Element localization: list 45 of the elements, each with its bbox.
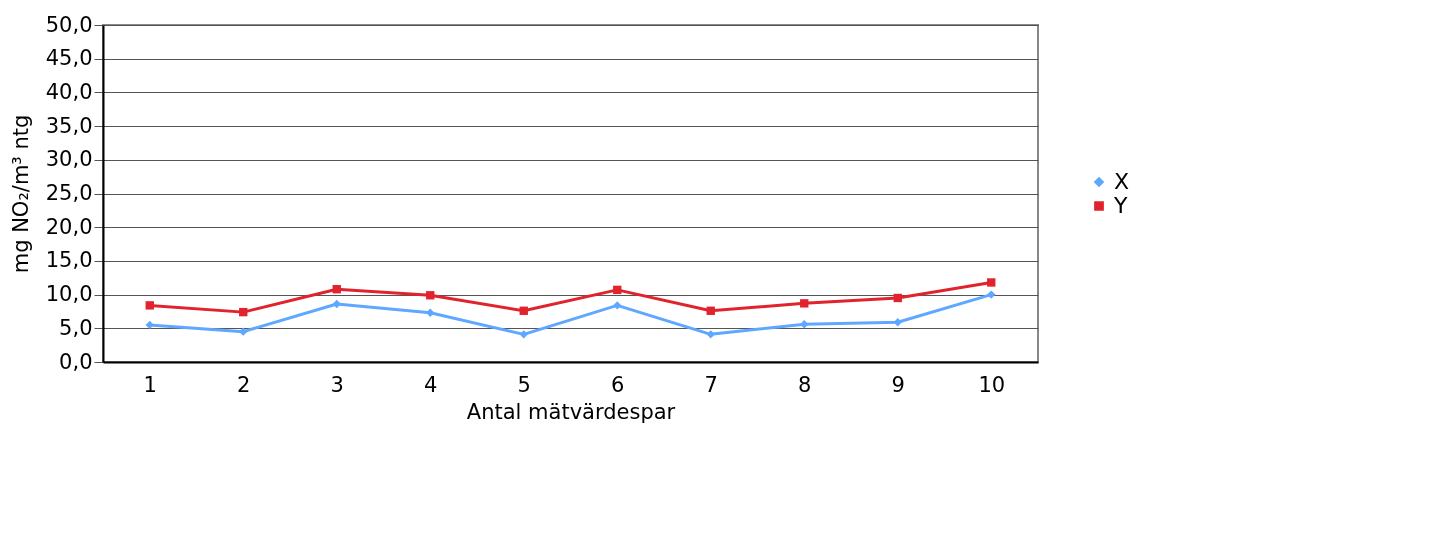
point [332,285,341,294]
point [706,330,715,339]
x-tick-label: 5 [517,372,531,397]
point [987,278,996,287]
point [332,299,341,309]
legend-label: X [1114,169,1130,194]
y-tick-label: 50,0 [45,12,93,37]
point [800,299,809,308]
point [987,290,996,299]
x-tick-label: 8 [798,372,812,397]
y-tick-label: 30,0 [45,147,93,172]
y-tick-label: 40,0 [45,79,93,104]
point [519,330,528,339]
point [426,291,435,300]
y-tick-label: 10,0 [45,282,93,307]
y-tick-label: 5,0 [59,315,93,340]
point [145,320,154,330]
point [239,327,248,336]
y-tick-label: 25,0 [45,181,93,205]
point [893,318,902,327]
x-tick-label: 10 [978,372,1006,397]
x-tick-label: 2 [237,372,251,397]
x-tick-label: 6 [611,372,625,397]
point [519,306,528,315]
x-tick-label: 3 [330,372,344,397]
point [706,306,715,315]
x-tick-label: 4 [424,372,438,397]
legend-label: Y [1113,193,1128,218]
point [426,308,435,317]
point [613,301,622,310]
x-tick-label: 9 [891,372,905,397]
point [800,320,809,329]
y-tick-label: 20,0 [45,214,93,239]
x-axis-title: Antal mätvärdespar [466,399,676,424]
x-tick-label: 1 [143,372,157,397]
point [145,301,154,310]
point [239,307,248,317]
y-tick-label: 45,0 [45,46,93,71]
x-tick-label: 7 [704,372,718,397]
y-tick-label: 35,0 [45,113,93,138]
point [613,285,622,295]
y-tick-label: 0,0 [59,349,93,374]
y-tick-label: 15,0 [45,248,93,273]
point [893,293,902,303]
y-axis-title: mg NO₂/m³ ntg [8,114,33,274]
